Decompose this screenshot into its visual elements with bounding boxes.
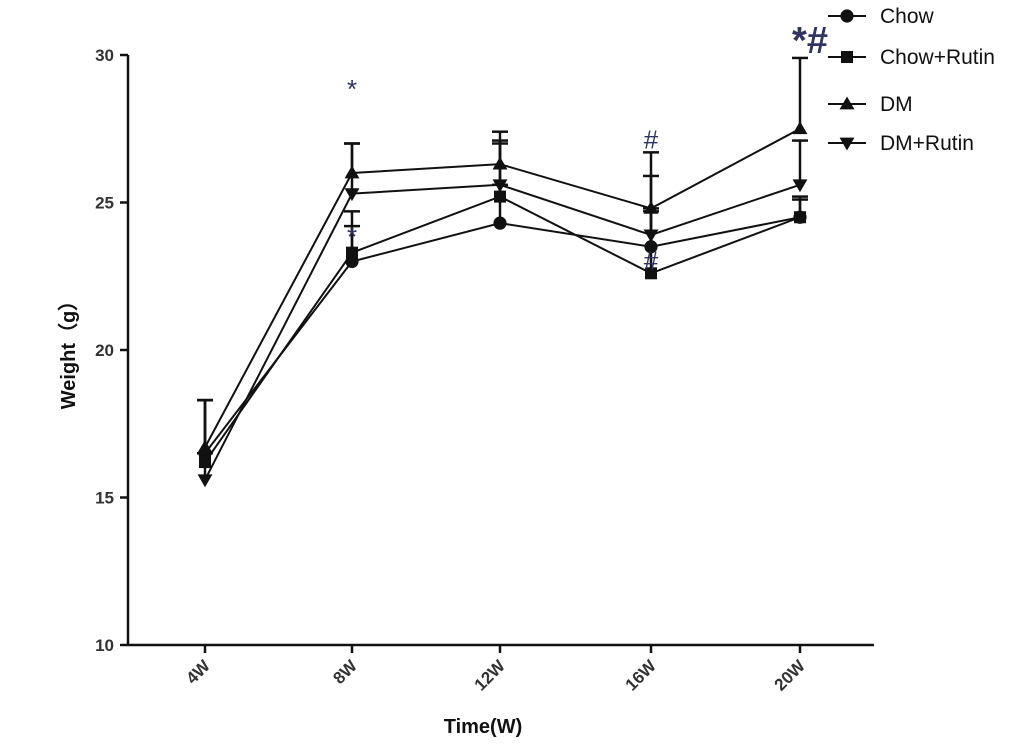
legend-marker bbox=[839, 96, 855, 110]
annotations: **##*# bbox=[347, 20, 828, 275]
legend-label: Chow bbox=[880, 5, 935, 28]
legend-label: DM bbox=[880, 93, 913, 116]
y-tick-label: 10 bbox=[95, 636, 114, 655]
legend-item: Chow bbox=[828, 5, 935, 28]
series-chow-rutin bbox=[197, 142, 808, 469]
y-tick-label: 25 bbox=[95, 194, 114, 213]
series-line bbox=[204, 195, 801, 463]
data-point bbox=[346, 246, 358, 259]
y-tick-label: 20 bbox=[95, 341, 114, 360]
data-point bbox=[645, 267, 657, 280]
significance-marker: * bbox=[347, 222, 357, 252]
legend-item: DM+Rutin bbox=[828, 132, 974, 155]
data-point bbox=[492, 179, 508, 193]
legend-label: DM+Rutin bbox=[880, 132, 974, 155]
series-chow bbox=[197, 183, 808, 460]
x-tick-label: 8W bbox=[329, 656, 361, 688]
data-point bbox=[493, 216, 507, 230]
x-tick-label: 16W bbox=[622, 656, 661, 695]
legend-item: Chow+Rutin bbox=[828, 46, 995, 69]
significance-marker: # bbox=[644, 245, 659, 275]
y-ticks: 10 15 20 25 30 bbox=[95, 46, 128, 655]
x-tick-label: 4W bbox=[182, 656, 214, 688]
legend-label: Chow+Rutin bbox=[880, 46, 995, 69]
legend-item: DM bbox=[828, 93, 913, 116]
x-ticks: 4W 8W 12W 16W 20W bbox=[182, 645, 809, 695]
x-tick-label: 12W bbox=[471, 656, 510, 695]
x-axis-title: Time(W) bbox=[444, 716, 523, 738]
significance-marker: * bbox=[347, 74, 357, 104]
data-point bbox=[792, 121, 808, 135]
x-tick-label: 20W bbox=[771, 656, 810, 695]
data-point bbox=[494, 190, 506, 203]
legend: Chow Chow+Rutin DM DM+Rutin bbox=[828, 5, 995, 155]
data-point bbox=[792, 179, 808, 193]
data-point bbox=[794, 211, 806, 224]
series-dm bbox=[197, 56, 808, 453]
data-point bbox=[197, 474, 213, 488]
legend-marker bbox=[840, 9, 854, 23]
data-point bbox=[643, 229, 659, 243]
y-axis-title: Weight（g） bbox=[57, 291, 80, 410]
significance-marker: # bbox=[644, 124, 659, 154]
data-point bbox=[197, 439, 213, 453]
legend-marker bbox=[841, 51, 853, 63]
series-layer bbox=[197, 56, 808, 488]
y-tick-label: 15 bbox=[95, 489, 114, 508]
data-point bbox=[344, 188, 360, 202]
significance-marker: *# bbox=[792, 20, 828, 62]
series-dm-rutin bbox=[197, 139, 808, 488]
legend-marker bbox=[839, 137, 855, 151]
series-line bbox=[204, 127, 801, 448]
y-tick-label: 30 bbox=[95, 46, 114, 65]
